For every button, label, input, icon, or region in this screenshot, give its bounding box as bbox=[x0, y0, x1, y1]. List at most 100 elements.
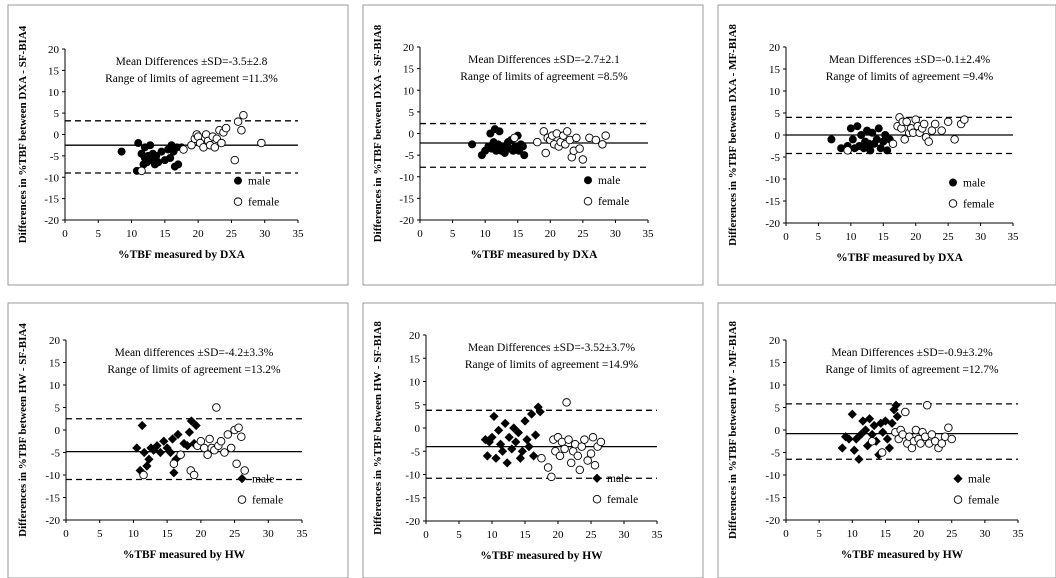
legend-label-female: female bbox=[963, 199, 994, 211]
x-tick-label: 5 bbox=[816, 231, 822, 243]
y-tick-label: 20 bbox=[409, 330, 421, 342]
legend-marker-female bbox=[592, 494, 602, 504]
male-data-point bbox=[144, 454, 154, 464]
y-tick-label: -5 bbox=[411, 446, 421, 458]
y-tick-label: -10 bbox=[405, 470, 420, 482]
y-tick-label: -20 bbox=[399, 215, 414, 227]
female-data-point bbox=[947, 434, 956, 444]
male-data-point bbox=[191, 420, 201, 431]
female-data-point bbox=[189, 470, 199, 480]
legend-marker-male bbox=[949, 178, 957, 187]
y-axis-label: Differences in %TBF between HW - MF-BIA8 bbox=[727, 321, 739, 539]
male-data-point bbox=[854, 454, 864, 464]
male-data-point bbox=[522, 435, 532, 445]
y-tick-label: -15 bbox=[399, 193, 414, 205]
legend-label-female: female bbox=[607, 494, 638, 506]
x-tick-label: 5 bbox=[816, 528, 822, 540]
male-data-point bbox=[857, 131, 866, 139]
x-tick-label: 30 bbox=[259, 228, 271, 240]
x-tick-label: 15 bbox=[880, 528, 892, 540]
y-tick-label: -5 bbox=[50, 151, 60, 163]
y-tick-label: 15 bbox=[769, 358, 781, 370]
female-data-point bbox=[944, 423, 953, 433]
female-data-point bbox=[137, 166, 146, 176]
male-data-point bbox=[837, 443, 847, 453]
female-data-point bbox=[237, 432, 246, 442]
y-tick-label: -10 bbox=[765, 174, 780, 186]
male-data-point bbox=[868, 128, 877, 137]
x-tick-label: 35 bbox=[652, 529, 664, 541]
y-tick-label: 5 bbox=[775, 108, 781, 120]
y-tick-label: -15 bbox=[405, 493, 420, 505]
stats-annotation: Mean Differences ±SD=-3.52±3.7% bbox=[468, 342, 635, 354]
female-data-point bbox=[960, 115, 969, 124]
male-data-point bbox=[134, 139, 143, 148]
y-tick-label: 0 bbox=[409, 129, 415, 141]
male-data-point bbox=[152, 151, 161, 160]
male-data-point bbox=[513, 428, 523, 438]
y-tick-label: 0 bbox=[54, 130, 60, 142]
female-data-point bbox=[221, 123, 231, 133]
y-tick-label: 5 bbox=[409, 107, 415, 119]
legend-label-female: female bbox=[598, 196, 629, 208]
male-data-point bbox=[520, 151, 529, 160]
y-axis-label: Differences in %TBF between DXA - MF-BIA… bbox=[727, 24, 739, 246]
x-tick-label: 15 bbox=[512, 228, 524, 240]
x-tick-label: 35 bbox=[1008, 231, 1020, 243]
legend-label-male: male bbox=[248, 176, 270, 188]
female-data-point bbox=[927, 126, 937, 135]
stats-annotation: Mean differences ±SD=-4.2±3.3% bbox=[115, 347, 274, 359]
y-tick-label: -20 bbox=[45, 515, 60, 527]
female-data-point bbox=[230, 155, 240, 165]
x-tick-label: 10 bbox=[128, 528, 140, 540]
legend-marker-female bbox=[948, 199, 958, 208]
x-tick-label: 25 bbox=[943, 231, 955, 243]
legend-label-male: male bbox=[607, 473, 629, 485]
male-data-point bbox=[497, 446, 508, 456]
x-axis-label: %TBF measured by DXA bbox=[836, 252, 964, 264]
male-data-point bbox=[856, 429, 866, 440]
female-data-point bbox=[196, 437, 206, 446]
male-data-point bbox=[520, 416, 530, 426]
male-data-point bbox=[527, 409, 537, 419]
male-data-point bbox=[844, 434, 854, 444]
male-data-point bbox=[891, 400, 901, 410]
male-data-point bbox=[494, 425, 504, 435]
y-tick-label: 10 bbox=[403, 85, 415, 97]
x-tick-label: 20 bbox=[195, 528, 207, 540]
male-data-point bbox=[137, 420, 147, 431]
stats-annotation: Mean Differences ±SD=-3.5±2.8 bbox=[116, 56, 268, 68]
male-data-point bbox=[837, 144, 846, 153]
female-data-point bbox=[233, 117, 243, 126]
male-data-point bbox=[874, 124, 883, 133]
male-data-point bbox=[511, 437, 521, 447]
y-tick-label: 0 bbox=[775, 425, 781, 437]
male-data-point bbox=[491, 453, 501, 463]
female-data-point bbox=[590, 460, 600, 470]
male-data-point bbox=[165, 447, 176, 458]
male-data-point bbox=[482, 451, 492, 461]
female-data-point bbox=[586, 449, 596, 458]
y-tick-label: 15 bbox=[409, 353, 421, 365]
male-data-point bbox=[515, 453, 525, 463]
y-tick-label: 10 bbox=[409, 377, 421, 389]
y-tick-label: 10 bbox=[48, 87, 60, 99]
male-data-point bbox=[872, 135, 881, 144]
male-data-point bbox=[827, 135, 836, 144]
male-data-point bbox=[887, 418, 897, 428]
y-tick-label: -15 bbox=[45, 493, 60, 505]
male-data-point bbox=[847, 409, 857, 419]
chart-panel-5: 0 5 10 15 20 25 30 35 -20 -15 -10 -5 0 5 10 15 20 Mean Di… bbox=[362, 302, 704, 578]
female-data-point bbox=[922, 401, 932, 410]
male-data-point bbox=[882, 434, 893, 444]
y-axis-label: Differences in %TBF between DXA - SF-BIA… bbox=[17, 25, 29, 243]
female-data-point bbox=[591, 135, 601, 145]
female-data-point bbox=[577, 442, 587, 451]
panel-border bbox=[362, 302, 704, 578]
legend-marker-female bbox=[233, 197, 243, 206]
male-data-point bbox=[468, 140, 477, 149]
female-data-point bbox=[562, 127, 572, 136]
male-data-point bbox=[535, 407, 545, 417]
female-data-point bbox=[210, 143, 220, 152]
panel-border bbox=[717, 4, 1056, 286]
